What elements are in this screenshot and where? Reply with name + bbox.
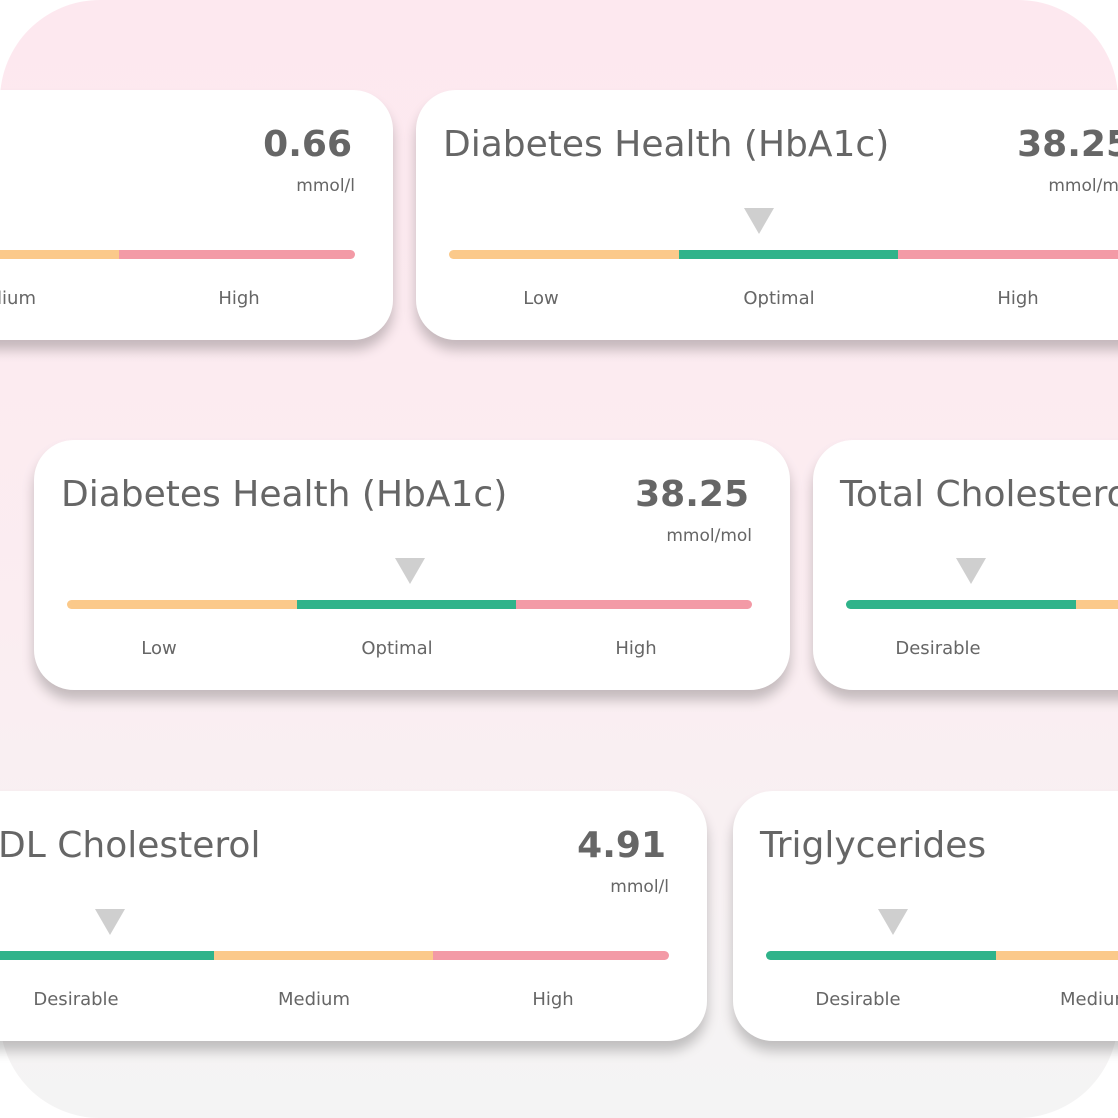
range-segment xyxy=(0,951,214,960)
marker-arrow xyxy=(95,909,125,935)
range-segment xyxy=(214,951,433,960)
metric-card: Total Cholesterol Desirable xyxy=(813,440,1118,690)
range-label: Desirable xyxy=(33,989,119,1010)
range-segment xyxy=(119,250,355,259)
range-label: Optimal xyxy=(743,288,815,309)
marker-arrow xyxy=(878,909,908,935)
metric-card: 0.66 mmol/l Medium High xyxy=(0,90,393,340)
range-label: Desirable xyxy=(815,989,901,1010)
card-title: Triglycerides xyxy=(760,825,987,866)
range-segment xyxy=(898,250,1118,259)
marker-arrow xyxy=(744,208,774,234)
card-title: Diabetes Health (HbA1c) xyxy=(61,474,508,515)
range-segment xyxy=(0,250,119,259)
marker-arrow xyxy=(956,558,986,584)
range-segment xyxy=(679,250,898,259)
range-label: Optimal xyxy=(361,638,433,659)
card-title: Total Cholesterol xyxy=(840,474,1118,515)
range-segment xyxy=(433,951,669,960)
card-unit: mmol/mol xyxy=(1048,176,1118,196)
range-label: Low xyxy=(523,288,559,309)
card-value: 4.91 xyxy=(577,825,666,866)
card-unit: mmol/mol xyxy=(666,526,752,546)
metric-card: Diabetes Health (HbA1c) 38.25 mmol/mol Low O… xyxy=(416,90,1118,340)
metric-card: Diabetes Health (HbA1c) 38.25 mmol/mol Low O… xyxy=(34,440,790,690)
card-unit: mmol/l xyxy=(610,877,669,897)
range-label: Desirable xyxy=(895,638,981,659)
card-title: Diabetes Health (HbA1c) xyxy=(443,124,890,165)
card-value: 38.25 xyxy=(635,474,749,515)
range-segment xyxy=(67,600,297,609)
metric-card: Triglycerides Desirable Medium xyxy=(733,791,1118,1041)
card-unit: mmol/l xyxy=(296,176,355,196)
range-segment xyxy=(766,951,996,960)
range-segment xyxy=(297,600,516,609)
range-segment xyxy=(449,250,679,259)
range-segment xyxy=(846,600,1076,609)
range-label: High xyxy=(997,288,1039,309)
range-segment xyxy=(516,600,752,609)
range-label: High xyxy=(218,288,260,309)
range-label: High xyxy=(532,989,574,1010)
range-label: Low xyxy=(141,638,177,659)
card-value: 38.25 xyxy=(1017,124,1118,165)
range-label: High xyxy=(615,638,657,659)
range-segment xyxy=(1076,600,1118,609)
card-title: LDL Cholesterol xyxy=(0,825,261,866)
range-label: Medium xyxy=(278,989,350,1010)
marker-arrow xyxy=(395,558,425,584)
range-label: Medium xyxy=(1060,989,1118,1010)
range-label: Medium xyxy=(0,288,36,309)
card-value: 0.66 xyxy=(263,124,352,165)
range-segment xyxy=(996,951,1118,960)
metric-card: LDL Cholesterol 4.91 mmol/l Desirable Medium… xyxy=(0,791,707,1041)
